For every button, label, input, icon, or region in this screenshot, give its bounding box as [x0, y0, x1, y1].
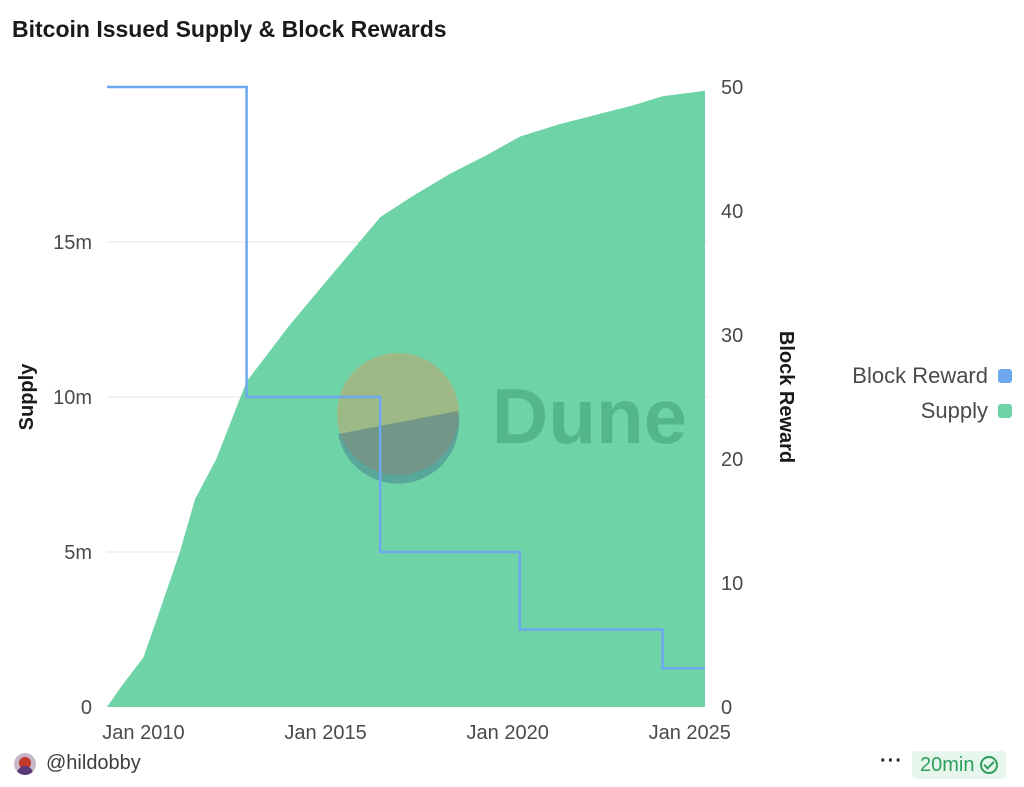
legend: Block Reward Supply [852, 358, 1012, 428]
legend-label-block-reward: Block Reward [852, 362, 988, 388]
y-right-tick-label: 10 [721, 573, 743, 595]
x-tick-label: Jan 2015 [284, 722, 366, 744]
y-left-tick-label: 5m [64, 542, 92, 564]
x-tick-label: Jan 2020 [467, 722, 549, 744]
legend-item-supply[interactable]: Supply [852, 393, 1012, 428]
legend-swatch-supply [998, 403, 1012, 418]
dune-logo-segment [338, 411, 460, 484]
y-right-tick-label: 0 [721, 697, 732, 719]
watermark-text: Dune [492, 372, 687, 460]
y-left-tick-label: 0 [81, 697, 92, 719]
check-circle-icon [980, 756, 999, 774]
refresh-badge[interactable]: 20min [912, 751, 1007, 779]
y-right-tick-label: 30 [721, 325, 743, 347]
y-left-tick-label: 10m [53, 387, 92, 409]
author-name: @hildobby [46, 752, 141, 774]
avatar [14, 752, 36, 775]
x-tick-label: Jan 2025 [649, 722, 731, 744]
y-left-tick-label: 15m [53, 232, 92, 254]
block-reward-line [107, 85, 705, 670]
y-right-tick-label: 50 [721, 77, 743, 99]
dune-logo-icon [337, 353, 459, 475]
legend-item-block-reward[interactable]: Block Reward [852, 358, 1012, 393]
y-right-tick-label: 40 [721, 201, 743, 223]
footer-author[interactable]: @hildobby [14, 752, 141, 775]
legend-label-supply: Supply [920, 397, 988, 423]
y-right-axis-label: Block Reward [775, 331, 797, 463]
legend-swatch-block-reward [998, 368, 1012, 383]
more-options-icon[interactable]: ··· [880, 750, 903, 772]
refresh-interval: 20min [920, 753, 975, 776]
chart-title: Bitcoin Issued Supply & Block Rewards [12, 16, 447, 42]
x-tick-label: Jan 2010 [102, 722, 184, 744]
y-right-tick-label: 20 [721, 449, 743, 471]
y-left-axis-label: Supply [16, 363, 38, 431]
